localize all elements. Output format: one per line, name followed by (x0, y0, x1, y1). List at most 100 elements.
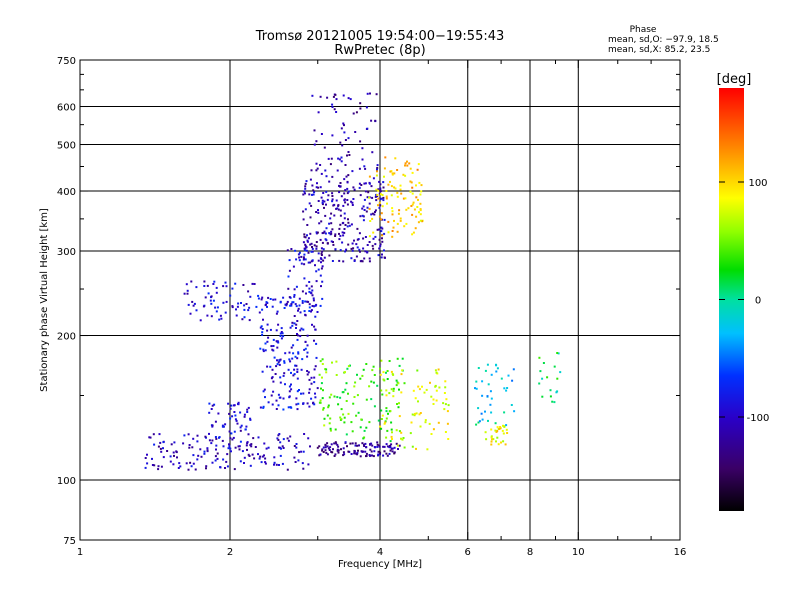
data-point (380, 226, 383, 229)
data-point (276, 437, 279, 440)
data-point (484, 410, 486, 413)
data-point (283, 361, 286, 364)
data-point (341, 241, 344, 244)
data-point (308, 303, 311, 306)
data-point (323, 256, 326, 259)
data-point (383, 256, 386, 259)
data-point (376, 445, 379, 448)
data-point (378, 215, 381, 218)
data-point (261, 296, 264, 299)
data-point (334, 428, 337, 431)
data-point (308, 290, 311, 293)
data-point (377, 197, 380, 200)
data-point (296, 333, 298, 335)
data-point (380, 230, 383, 233)
data-point (481, 394, 484, 397)
data-point (347, 243, 350, 246)
data-point (306, 239, 309, 242)
data-point (366, 244, 369, 246)
data-point (334, 93, 337, 96)
data-point (249, 444, 252, 447)
data-point (335, 442, 338, 445)
data-point (503, 387, 506, 390)
data-point (285, 302, 288, 305)
data-point (187, 303, 190, 306)
data-point (400, 431, 403, 434)
data-point (311, 259, 314, 262)
data-point (192, 454, 195, 457)
data-point (551, 400, 554, 403)
data-point (379, 204, 382, 207)
data-point (248, 306, 251, 309)
data-point (352, 186, 355, 189)
data-point (229, 437, 232, 440)
data-point (172, 463, 175, 466)
data-point (444, 403, 447, 406)
data-point (207, 292, 210, 295)
data-point (288, 396, 291, 399)
data-point (233, 411, 236, 413)
data-point (330, 443, 333, 446)
data-point (279, 358, 282, 361)
data-point (234, 282, 237, 285)
data-point (380, 197, 383, 200)
data-point (380, 218, 383, 221)
data-point (363, 429, 366, 432)
data-point (361, 442, 364, 445)
data-point (266, 305, 268, 308)
data-point (304, 340, 307, 343)
data-point (231, 415, 234, 418)
data-point (271, 376, 274, 379)
data-point (301, 290, 304, 293)
data-point (262, 318, 264, 321)
data-point (351, 249, 354, 252)
data-point (331, 175, 334, 178)
data-point (230, 404, 233, 407)
data-point (291, 357, 294, 360)
data-point (192, 437, 195, 440)
data-point (304, 182, 307, 185)
data-point (437, 368, 440, 371)
data-point (303, 348, 306, 351)
data-point (502, 424, 504, 427)
data-point (196, 440, 199, 443)
data-point (294, 249, 297, 252)
data-point (279, 441, 282, 444)
data-point (315, 211, 318, 213)
data-point (512, 368, 515, 371)
data-point (368, 235, 371, 238)
data-point (334, 453, 337, 456)
data-point (231, 438, 234, 441)
data-point (350, 247, 353, 250)
data-point (339, 182, 342, 184)
data-point (157, 445, 160, 448)
data-point (387, 231, 390, 234)
data-point (481, 418, 484, 421)
data-point (322, 192, 325, 194)
data-point (269, 298, 272, 300)
data-point (385, 195, 388, 198)
data-point (332, 241, 334, 243)
data-point (229, 447, 232, 450)
data-point (301, 358, 304, 361)
data-point (342, 122, 345, 125)
data-point (391, 235, 394, 238)
data-point (378, 206, 381, 209)
data-point (327, 447, 330, 450)
data-point (356, 444, 359, 447)
data-point (315, 140, 318, 143)
data-point (216, 457, 219, 460)
data-point (326, 96, 329, 99)
data-point (289, 304, 292, 307)
data-point (378, 238, 381, 241)
data-point (321, 250, 324, 253)
data-point (204, 296, 207, 299)
data-point (444, 431, 447, 433)
data-point (343, 228, 346, 230)
data-point (361, 147, 364, 150)
data-point (293, 294, 296, 296)
data-point (215, 310, 218, 313)
colorbar-label: [deg] (717, 72, 752, 87)
data-point (315, 342, 318, 345)
data-point (376, 441, 379, 444)
